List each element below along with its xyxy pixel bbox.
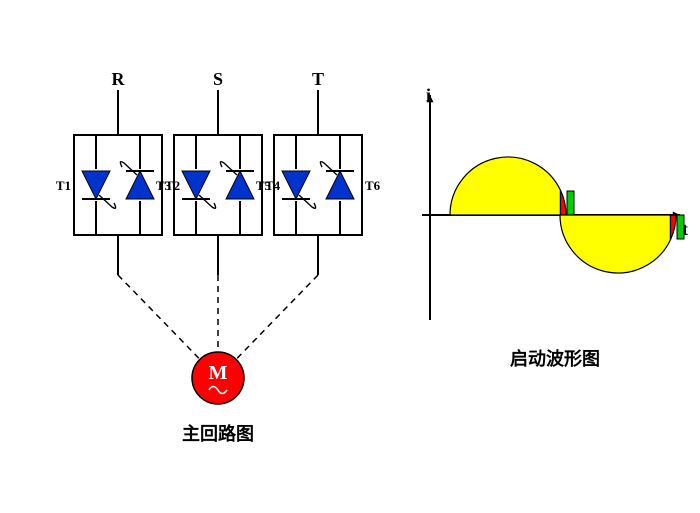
- thyristor-up-icon: [326, 171, 354, 199]
- thyristor-down-icon: [282, 171, 310, 199]
- gate-lead: [299, 195, 316, 208]
- thyristor-label: T1: [56, 178, 71, 193]
- gate-lead: [320, 162, 337, 175]
- wave-negative-red: [670, 215, 676, 240]
- pair-box: [174, 135, 262, 235]
- thyristor-down-icon: [82, 171, 110, 199]
- gate-lead: [220, 162, 237, 175]
- pair-box: [274, 135, 362, 235]
- wave-green-bar: [677, 215, 684, 239]
- thyristor-label: T6: [365, 178, 381, 193]
- wave-positive-yellow: [450, 157, 560, 215]
- thyristor-down-icon: [182, 171, 210, 199]
- pair-box: [74, 135, 162, 235]
- motor-label: M: [209, 362, 228, 384]
- phase-label: S: [213, 69, 223, 89]
- phase-label: R: [112, 69, 126, 89]
- y-axis-label: i: [426, 85, 431, 105]
- wave-positive-red: [560, 190, 566, 215]
- phase-label: T: [312, 69, 324, 89]
- motor-lead-dashed: [236, 275, 318, 359]
- waveform-caption: 启动波形图: [510, 348, 600, 369]
- startup-waveform-diagram: it启动波形图: [422, 85, 688, 369]
- thyristor-up-icon: [226, 171, 254, 199]
- thyristor-up-icon: [126, 171, 154, 199]
- main-circuit-diagram: RT1T2ST3T4TT5T6M主回路图: [56, 69, 381, 444]
- thyristor-pair: T5 T6: [256, 90, 381, 275]
- gate-lead: [199, 195, 216, 208]
- wave-negative-yellow: [560, 215, 670, 273]
- gate-lead: [120, 162, 137, 175]
- thyristor-label: T3: [156, 178, 172, 193]
- wave-green-bar: [567, 191, 574, 215]
- motor-lead-dashed: [118, 275, 200, 359]
- main-circuit-caption: 主回路图: [182, 423, 254, 444]
- thyristor-label: T5: [256, 178, 272, 193]
- gate-lead: [99, 195, 116, 208]
